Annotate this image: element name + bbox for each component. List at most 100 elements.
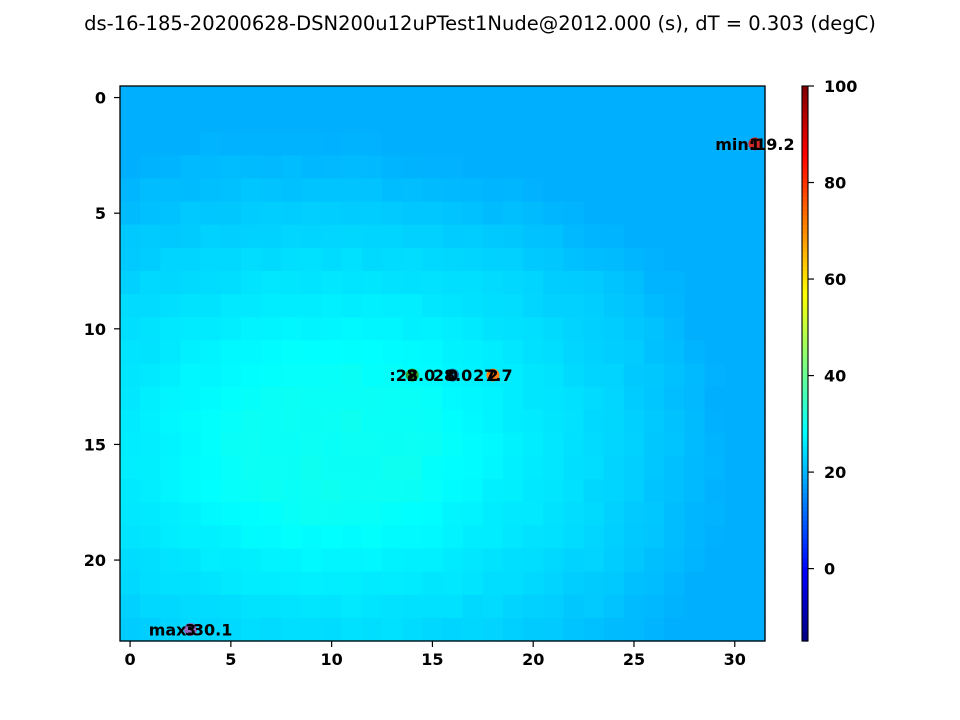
colorbar-segment [802,604,808,610]
heatmap-cell [140,479,161,503]
heatmap-cell [623,317,645,341]
heatmap-cell [644,502,665,526]
colorbar-segment [802,377,808,383]
heatmap-cell [361,271,383,295]
heatmap-cell [583,617,605,642]
heatmap-cell [664,617,685,642]
heatmap-cell [160,271,182,295]
heatmap-cell [462,317,484,341]
heatmap-cell [482,271,504,295]
heatmap-cell [462,548,484,573]
heatmap-cell [120,456,141,480]
heatmap-cell [200,456,222,480]
heatmap-cell [422,363,444,388]
heatmap-cell [623,456,645,480]
heatmap-cell [281,247,303,272]
heatmap-cell [341,386,363,411]
heatmap-cell [523,109,544,133]
heatmap-cell [160,178,182,203]
y-tick-label: 15 [84,435,106,454]
heatmap-cell [563,340,585,365]
heatmap-cell [120,271,141,295]
heatmap-cell [502,617,524,642]
heatmap-cell [140,594,161,619]
colorbar-tick-label: 40 [824,367,846,386]
heatmap-cell [382,201,403,226]
heatmap-cell [422,201,444,226]
heatmap-cell [261,594,282,619]
heatmap-cell [402,109,423,133]
heatmap-cell [502,178,524,203]
heatmap-cell [281,201,303,226]
heatmap-cell [543,247,565,272]
y-tick-label: 10 [84,320,106,339]
heatmap-cell [543,155,565,180]
y-tick-label: 5 [95,204,106,223]
heatmap-cell [341,548,363,573]
heatmap-cell [120,155,141,180]
colorbar-segment [802,123,808,129]
heatmap-cell [341,247,363,272]
heatmap-cell [724,502,746,526]
heatmap-cell [361,178,383,203]
heatmap-cell [220,271,242,295]
heatmap-cell [563,617,585,642]
heatmap-cell [180,247,202,272]
heatmap-cell [543,386,565,411]
heatmap-cell [543,271,565,295]
colorbar-tick-label: 100 [824,77,857,96]
heatmap-cell [744,409,766,434]
heatmap-cell [502,224,524,249]
heatmap-cell [382,271,403,295]
colorbar-segment [802,585,808,591]
marker-label: 27.7 [473,366,512,385]
colorbar-segment [802,400,808,406]
heatmap-cell [482,247,504,272]
heatmap-cell [341,155,363,180]
heatmap-cell [120,432,141,457]
heatmap-cell [341,317,363,341]
heatmap-cell [120,132,141,156]
heatmap-cell [361,479,383,503]
heatmap-cell [120,109,141,133]
heatmap-cell [704,317,726,341]
heatmap-cell [361,386,383,411]
heatmap-cell [220,201,242,226]
heatmap-cell [583,317,605,341]
heatmap-cell [664,132,685,156]
heatmap-cell [180,386,202,411]
colorbar-segment [802,636,808,642]
heatmap-cell [402,432,423,457]
heatmap-cell [341,571,363,596]
heatmap-cell [240,132,262,156]
heatmap-cell [684,132,706,156]
heatmap-cell [301,294,323,318]
heatmap-cell [361,317,383,341]
heatmap-cell [543,178,565,203]
colorbar-segment [802,201,808,207]
heatmap-cell [442,294,464,318]
colorbar-segment [802,183,808,189]
heatmap-cell [281,86,303,110]
colorbar-segment [802,169,808,175]
heatmap-cell [382,178,403,203]
heatmap-cell [200,340,222,365]
heatmap-cell [482,525,504,550]
heatmap-cell [382,479,403,503]
colorbar-segment [802,284,808,291]
heatmap-cell [200,294,222,318]
heatmap-cell [583,548,605,573]
colorbar-segment [802,234,808,240]
colorbar-segment [802,247,808,254]
colorbar-segment [802,469,808,476]
heatmap-cell [684,525,706,550]
heatmap-cell [644,409,665,434]
heatmap-cell [301,109,323,133]
heatmap-cell [160,548,182,573]
heatmap-cell [664,109,685,133]
heatmap-cell [180,340,202,365]
heatmap-cell [361,432,383,457]
heatmap-cell [523,525,544,550]
heatmap-cell [623,86,645,110]
heatmap-cell [160,525,182,550]
